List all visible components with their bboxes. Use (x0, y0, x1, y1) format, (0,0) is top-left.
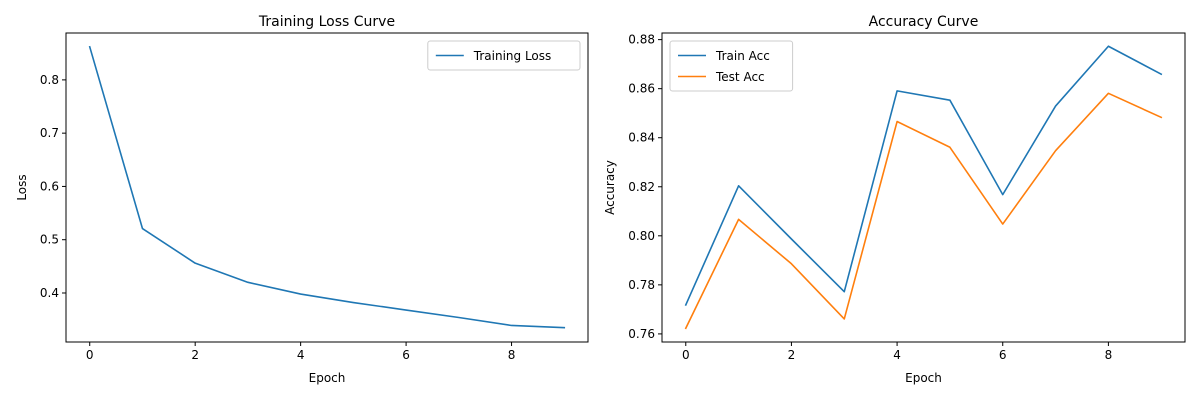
x-tick-label: 2 (191, 348, 199, 362)
chart-1: 0 2 4 6 8 0.4 0.5 0.6 0.7 0.8 Training Loss Curve E… (15, 14, 589, 385)
y-tick-label: 0.82 (628, 180, 655, 194)
y-tick-label: 0.86 (628, 82, 655, 96)
x-tick-label: 0 (86, 348, 94, 362)
x-axis-ticks: 0 2 4 6 8 (86, 342, 515, 362)
x-tick-label: 6 (402, 348, 410, 362)
x-tick-label: 8 (1105, 348, 1113, 362)
legend-box (669, 40, 794, 92)
x-tick-label: 4 (297, 348, 305, 362)
x-axis-label: Epoch (309, 371, 346, 385)
y-tick-label: 0.80 (628, 229, 655, 243)
y-axis-label: Loss (15, 174, 29, 200)
legend-label: Training Loss (473, 49, 551, 63)
x-axis-ticks: 0 2 4 6 8 (682, 342, 1112, 362)
series-group (684, 45, 1163, 330)
chart-2: 0 2 4 6 8 0.76 0.78 0.80 0.82 0.84 0.86 0.88 Accurac… (603, 14, 1186, 385)
y-axis-ticks: 0.76 0.78 0.80 0.82 0.84 0.86 0.88 (628, 33, 662, 341)
y-tick-label: 0.4 (40, 286, 59, 300)
legend-box (427, 40, 581, 71)
y-tick-label: 0.8 (40, 73, 59, 87)
x-tick-label: 6 (999, 348, 1007, 362)
y-tick-label: 0.6 (40, 179, 59, 193)
series-line-test-acc (684, 92, 1163, 330)
chart-title: Training Loss Curve (258, 14, 395, 30)
x-tick-label: 4 (893, 348, 901, 362)
y-axis-label: Accuracy (603, 160, 617, 215)
y-tick-label: 0.88 (628, 33, 655, 47)
legend: Train Acc Test Acc (669, 40, 794, 92)
plot-area-frame (661, 32, 1186, 343)
x-tick-label: 0 (682, 348, 690, 362)
y-tick-label: 0.84 (628, 131, 655, 145)
y-tick-label: 0.5 (40, 233, 59, 247)
series-line-train-acc (684, 45, 1163, 307)
series-group (88, 45, 566, 329)
legend-label: Test Acc (715, 70, 765, 84)
plot-area-frame (65, 32, 589, 343)
x-tick-label: 8 (508, 348, 516, 362)
y-tick-label: 0.78 (628, 278, 655, 292)
chart-title: Accuracy Curve (869, 14, 979, 30)
y-tick-label: 0.76 (628, 327, 655, 341)
legend-label: Train Acc (715, 49, 770, 63)
x-axis-label: Epoch (905, 371, 942, 385)
series-line-training-loss (88, 45, 566, 329)
legend: Training Loss (427, 40, 581, 71)
y-tick-label: 0.7 (40, 126, 59, 140)
x-tick-label: 2 (788, 348, 796, 362)
y-axis-ticks: 0.4 0.5 0.6 0.7 0.8 (40, 73, 66, 300)
